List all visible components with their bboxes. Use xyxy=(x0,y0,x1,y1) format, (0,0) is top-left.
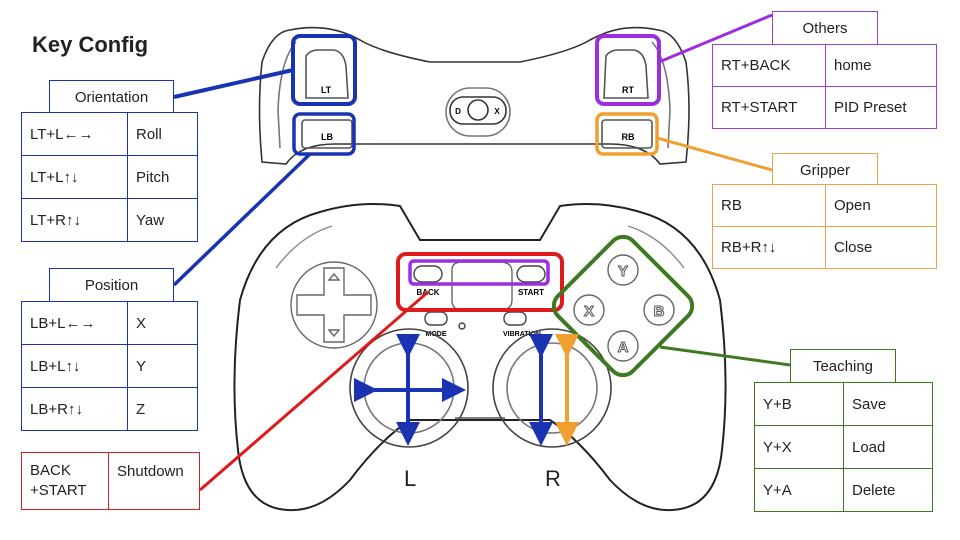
key-cell: RT+BACK xyxy=(712,44,826,87)
gripper-connector xyxy=(656,136,773,172)
action-cell: PID Preset xyxy=(825,86,937,129)
action-cell: Pitch xyxy=(127,155,198,199)
table-row: RT+START PID Preset xyxy=(712,86,937,129)
shutdown-table: BACK +START Shutdown xyxy=(21,452,200,510)
table-row: RB Open xyxy=(712,184,937,227)
orientation-connector xyxy=(173,68,294,99)
dpad xyxy=(290,261,378,349)
shutdown-key-line1: BACK xyxy=(30,462,71,479)
x-button-label: X xyxy=(584,303,594,320)
action-cell: Save xyxy=(843,382,933,426)
table-row: LB+R↑↓ Z xyxy=(21,387,198,431)
page-title: Key Config xyxy=(32,32,149,57)
b-button-label: B xyxy=(654,303,665,320)
rb-key-label: RB xyxy=(622,132,635,142)
lb-highlight xyxy=(292,112,356,156)
action-cell: Y xyxy=(127,344,198,388)
action-cell: X xyxy=(127,301,198,345)
vibration-button-label: VIBRATION xyxy=(503,331,541,338)
key-cell: RB+R↑↓ xyxy=(712,226,826,269)
teaching-table: Y+B Save Y+X Load Y+A Delete xyxy=(754,382,933,512)
key-cell: RB xyxy=(712,184,826,227)
rt-key-label: RT xyxy=(622,85,634,95)
action-cell: Yaw xyxy=(127,198,198,242)
d-switch-label: D xyxy=(455,107,461,116)
key-cell: BACK +START xyxy=(21,452,109,510)
orientation-tag: Orientation xyxy=(49,80,174,114)
mode-button-label: MODE xyxy=(426,331,447,338)
action-cell: Roll xyxy=(127,112,198,156)
position-table: LB+L←→ X LB+L↑↓ Y LB+R↑↓ Z xyxy=(21,301,198,431)
table-row: LT+L↑↓ Pitch xyxy=(21,155,198,199)
key-cell: LB+L←→ xyxy=(21,301,128,345)
gripper-table: RB Open RB+R↑↓ Close xyxy=(712,184,937,269)
orientation-table: LT+L←→ Roll LT+L↑↓ Pitch LT+R↑↓ Yaw xyxy=(21,112,198,242)
gamepad-body xyxy=(233,203,727,512)
action-cell: Open xyxy=(825,184,937,227)
action-cell: Load xyxy=(843,425,933,469)
position-connector xyxy=(172,152,312,287)
key-cell: LB+R↑↓ xyxy=(21,387,128,431)
key-cell: Y+B xyxy=(754,382,844,426)
table-row: LB+L←→ X xyxy=(21,301,198,345)
back-start-highlight xyxy=(396,252,564,312)
left-stick-arrows xyxy=(354,334,466,446)
y-button-label: Y xyxy=(618,263,628,280)
gripper-tag: Gripper xyxy=(772,153,878,187)
position-tag: Position xyxy=(49,268,174,302)
face-buttons xyxy=(573,254,675,362)
x-switch-label: X xyxy=(494,107,500,116)
table-row: BACK +START Shutdown xyxy=(21,452,200,510)
others-table: RT+BACK home RT+START PID Preset xyxy=(712,44,937,129)
lt-key-label: LT xyxy=(321,85,332,95)
table-row: RT+BACK home xyxy=(712,44,937,87)
rt-highlight xyxy=(595,34,661,106)
key-cell: Y+X xyxy=(754,425,844,469)
key-cell: LT+L↑↓ xyxy=(21,155,128,199)
action-cell: Delete xyxy=(843,468,933,512)
shutdown-key-line2: +START xyxy=(30,482,87,499)
table-row: Y+B Save xyxy=(754,382,933,426)
a-button-label: A xyxy=(618,339,629,356)
others-connector xyxy=(658,13,773,64)
key-cell: LT+L←→ xyxy=(21,112,128,156)
action-cell: Z xyxy=(127,387,198,431)
table-row: Y+A Delete xyxy=(754,468,933,512)
start-button-label: START xyxy=(518,288,544,297)
back-start-purple-highlight xyxy=(408,259,550,286)
right-stick-label: R xyxy=(545,466,561,491)
key-cell: LT+R↑↓ xyxy=(21,198,128,242)
table-row: LT+L←→ Roll xyxy=(21,112,198,156)
teaching-connector xyxy=(659,345,791,367)
table-row: Y+X Load xyxy=(754,425,933,469)
action-cell: home xyxy=(825,44,937,87)
action-cell: Close xyxy=(825,226,937,269)
shoulder-view xyxy=(258,26,690,165)
table-row: LB+L↑↓ Y xyxy=(21,344,198,388)
table-row: RB+R↑↓ Close xyxy=(712,226,937,269)
key-cell: Y+A xyxy=(754,468,844,512)
left-stick-label: L xyxy=(404,466,417,491)
key-cell: RT+START xyxy=(712,86,826,129)
shutdown-connector xyxy=(199,290,429,492)
table-row: LT+R↑↓ Yaw xyxy=(21,198,198,242)
rb-highlight xyxy=(595,112,659,156)
lb-key-label: LB xyxy=(321,132,333,142)
action-cell: Shutdown xyxy=(108,452,200,510)
others-tag: Others xyxy=(772,11,878,45)
key-cell: LB+L↑↓ xyxy=(21,344,128,388)
face-buttons-highlight xyxy=(551,234,695,378)
teaching-tag: Teaching xyxy=(790,349,896,383)
